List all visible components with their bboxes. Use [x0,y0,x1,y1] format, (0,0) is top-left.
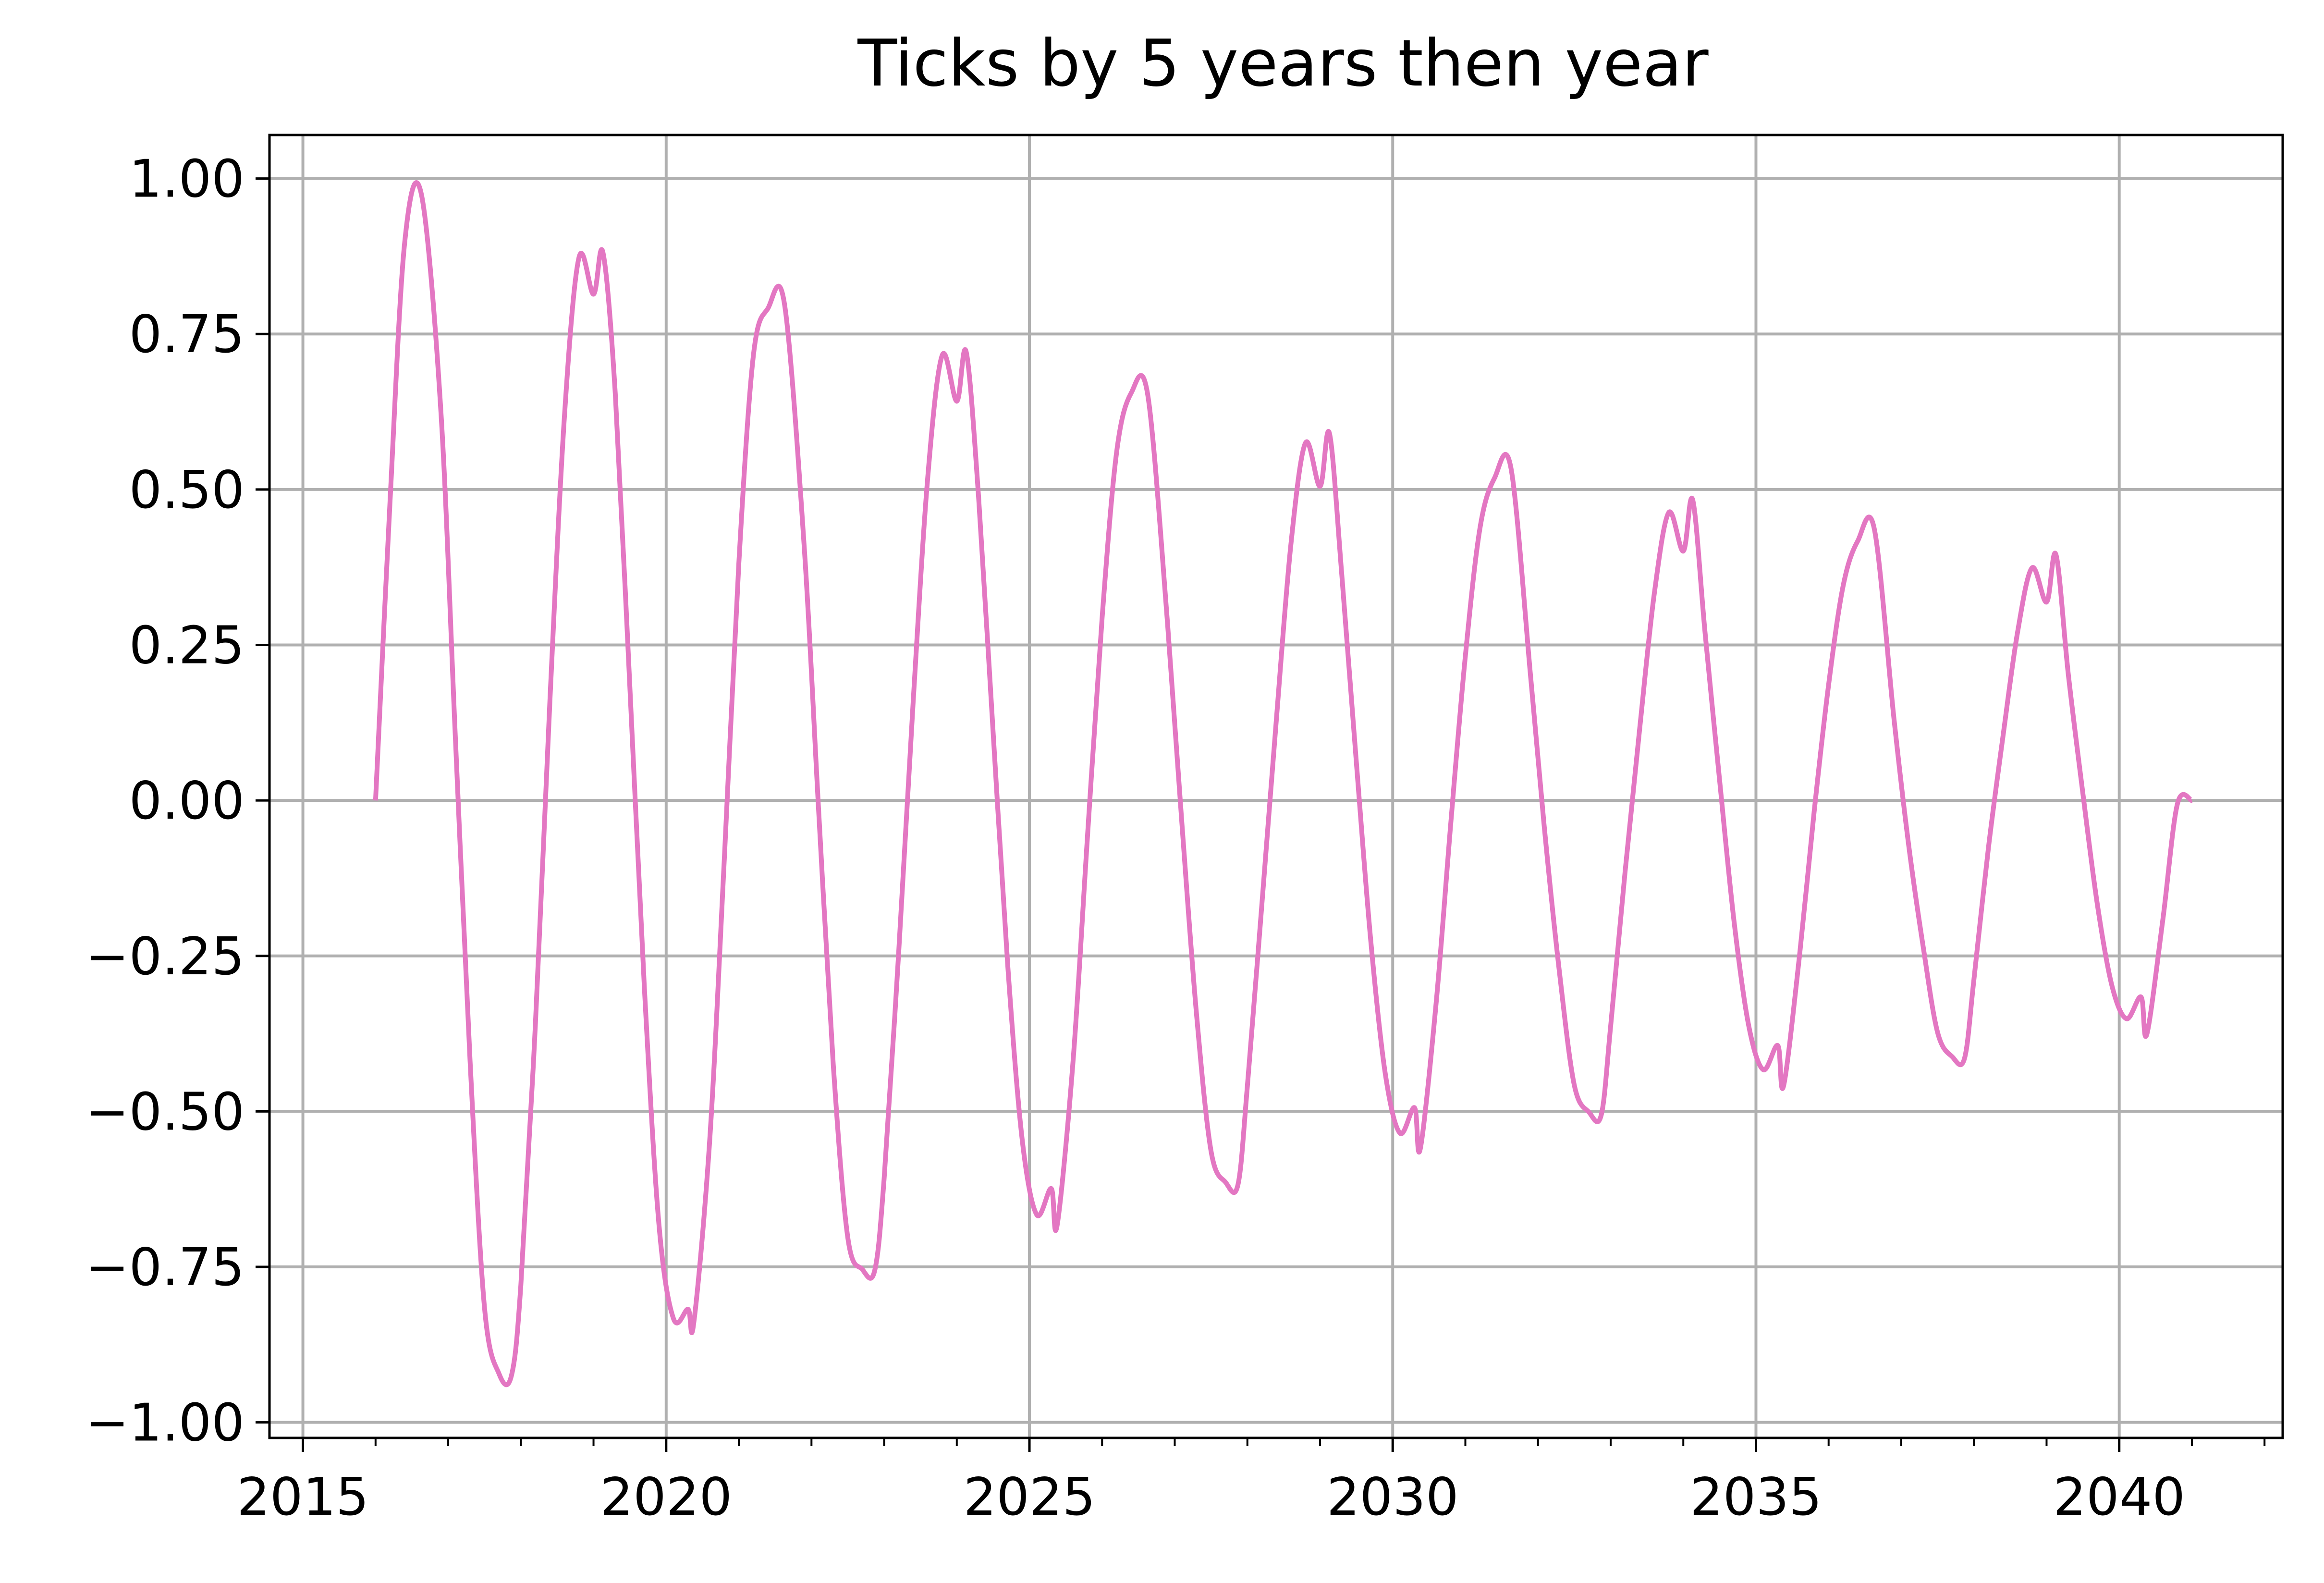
chart-title: Ticks by 5 years then year [857,26,1709,101]
y-tick-label: −0.75 [86,1238,245,1298]
y-tick-label: 0.00 [129,771,245,831]
series-line [373,180,2193,1387]
y-tick-label: 0.75 [129,305,245,365]
x-tick-label: 2025 [964,1467,1096,1527]
y-axis: −1.00 −0.75 −0.50 −0.25 0.00 0.25 0.50 0.75 1.00 [86,149,269,1453]
grid [269,135,2283,1438]
y-tick-label: −0.25 [86,927,245,987]
x-axis: 2015 2020 2025 2030 2035 2040 [237,1438,2266,1527]
x-tick-label: 2020 [600,1467,732,1527]
y-tick-label: −1.00 [86,1393,245,1453]
y-tick-label: 0.25 [129,615,245,675]
plot-frame [268,134,2284,1439]
x-tick-label: 2015 [237,1467,369,1527]
y-tick-label: 0.50 [129,460,245,520]
x-tick-label: 2035 [1690,1467,1822,1527]
x-tick-label: 2030 [1327,1467,1459,1527]
series-layer [373,180,2193,1387]
y-tick-label: −0.50 [86,1082,245,1142]
y-tick-label: 1.00 [129,149,245,209]
x-tick-label: 2040 [2053,1467,2185,1527]
